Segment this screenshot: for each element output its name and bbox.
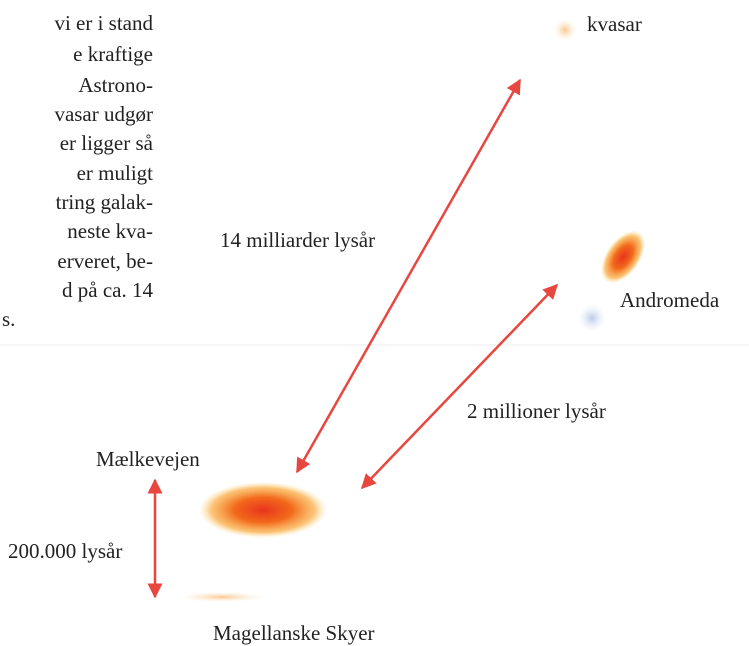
paragraph: vi er i stand e kraftige Astrono- vasar … [2, 11, 154, 331]
paragraph-line: s. [2, 307, 15, 331]
arrow [362, 285, 557, 488]
label: Magellanske Skyer [213, 621, 375, 645]
magellanic-blob [180, 592, 264, 602]
paragraph-line: vasar udgør [54, 102, 153, 126]
paragraph-line: er muligt [77, 161, 154, 185]
label: Mælkevejen [96, 447, 200, 471]
milky-way-blob [199, 482, 327, 538]
label: 2 millioner lysår [467, 399, 606, 423]
andromeda-blob [592, 223, 654, 292]
paragraph-line: d på ca. 14 [62, 278, 153, 302]
paragraph-line: Astrono- [78, 73, 153, 97]
paragraph-line: e kraftige [73, 42, 153, 66]
andromeda-faint [578, 304, 606, 332]
paragraph-line: neste kva- [67, 219, 153, 243]
label: 200.000 lysår [8, 539, 122, 563]
paragraph-line: vi er i stand [54, 11, 153, 35]
quasar-blob [554, 19, 576, 41]
label: kvasar [587, 12, 642, 36]
diagram: vi er i stand e kraftige Astrono- vasar … [0, 0, 749, 646]
paragraph-line: tring galak- [56, 190, 153, 214]
paragraph-line: er ligger så [60, 131, 154, 155]
paragraph-line: erveret, be- [57, 249, 153, 273]
label: 14 milliarder lysår [220, 228, 375, 252]
label: Andromeda [620, 288, 720, 312]
